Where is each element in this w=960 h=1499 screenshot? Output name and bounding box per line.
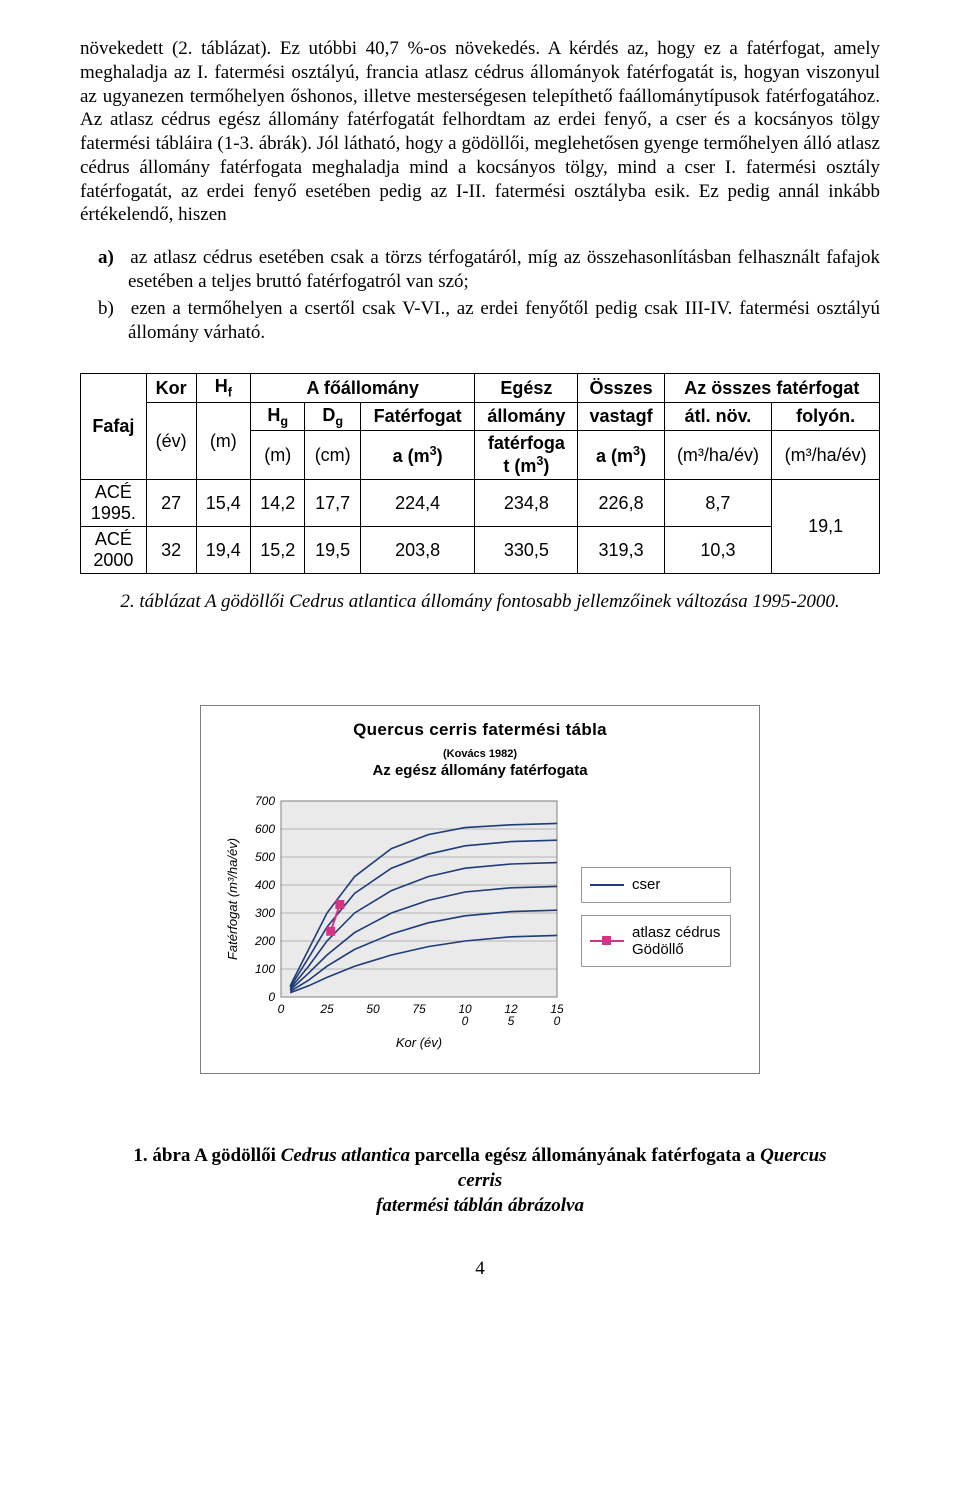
th-hg: Hg xyxy=(251,402,305,431)
fig-cap-it1: Cedrus atlantica xyxy=(281,1145,410,1166)
th-faterfogat: Fatérfogat xyxy=(360,402,474,431)
legend-cser: cser xyxy=(581,867,731,902)
th-egesz3: fatérfoga t (m3) xyxy=(475,431,578,480)
svg-text:300: 300 xyxy=(255,906,275,920)
th-osszes3: a (m3) xyxy=(578,431,664,480)
th-kor-unit: (év) xyxy=(146,402,196,480)
cell-fafaj: ACÉ2000 xyxy=(81,527,147,574)
body-paragraph: növekedett (2. táblázat). Ez utóbbi 40,7… xyxy=(80,37,880,227)
list-text-a: az atlasz cédrus esetében csak a törzs t… xyxy=(128,247,880,292)
th-foallomany: A főállomány xyxy=(251,374,475,403)
cell-egesz: 330,5 xyxy=(475,527,578,574)
th-fafaj: Fafaj xyxy=(81,374,147,480)
th-atlnov-unit: (m³/ha/év) xyxy=(664,431,772,480)
cell-fafaj: ACÉ1995. xyxy=(81,480,147,527)
cell-fat: 203,8 xyxy=(360,527,474,574)
table-row: ACÉ2000 32 19,4 15,2 19,5 203,8 330,5 31… xyxy=(81,527,880,574)
fig-cap-3: fatermési táblán ábrázolva xyxy=(376,1195,584,1216)
cell-hf: 19,4 xyxy=(196,527,250,574)
cell-dg: 17,7 xyxy=(305,480,360,527)
chart-svg: 01002003004005006007000255075100125150Ko… xyxy=(223,793,563,1053)
svg-text:600: 600 xyxy=(255,822,275,836)
svg-text:50: 50 xyxy=(366,1002,380,1016)
legend-label-atlasz-2: Gödöllő xyxy=(632,941,720,958)
cell-egesz: 234,8 xyxy=(475,480,578,527)
svg-text:5: 5 xyxy=(508,1014,515,1028)
svg-text:200: 200 xyxy=(254,934,275,948)
svg-text:700: 700 xyxy=(255,794,275,808)
th-hf-unit: (m) xyxy=(196,402,250,480)
th-fat-unit: a (m3) xyxy=(360,431,474,480)
list: a) az atlasz cédrus esetében csak a törz… xyxy=(80,246,880,345)
svg-text:0: 0 xyxy=(278,1002,285,1016)
list-label-a: a) xyxy=(98,246,124,270)
chart-subtitle-1: (Kovács 1982) xyxy=(223,748,737,760)
svg-text:0: 0 xyxy=(554,1014,561,1028)
page-number: 4 xyxy=(80,1258,880,1280)
th-hg-unit: (m) xyxy=(251,431,305,480)
cell-osszes: 319,3 xyxy=(578,527,664,574)
fig-cap-2: parcella egész állományának fatérfogata … xyxy=(410,1145,760,1166)
th-folyon: folyón. xyxy=(772,402,880,431)
list-label-b: b) xyxy=(98,297,124,321)
legend-scatter-icon xyxy=(590,935,624,947)
list-text-b: ezen a termőhelyen a csertől csak V-VI.,… xyxy=(128,298,880,343)
svg-text:Fatérfogat (m³/ha/év): Fatérfogat (m³/ha/év) xyxy=(225,838,240,960)
svg-text:Kor (év): Kor (év) xyxy=(396,1035,442,1050)
legend-label-atlasz-1: atlasz cédrus xyxy=(632,924,720,941)
chart-subtitle-2: Az egész állomány fatérfogata xyxy=(223,762,737,779)
cell-fat: 224,4 xyxy=(360,480,474,527)
th-dg-unit: (cm) xyxy=(305,431,360,480)
th-atlnov: átl. növ. xyxy=(664,402,772,431)
list-item-a: a) az atlasz cédrus esetében csak a törz… xyxy=(128,246,880,295)
cell-atl: 8,7 xyxy=(664,480,772,527)
cell-kor: 32 xyxy=(146,527,196,574)
svg-text:0: 0 xyxy=(268,990,275,1004)
table-caption: 2. táblázat A gödöllői Cedrus atlantica … xyxy=(120,590,840,615)
th-osszes2: vastagf xyxy=(578,402,664,431)
legend-atlasz: atlasz cédrus Gödöllő xyxy=(581,915,731,968)
legend-label-cser: cser xyxy=(632,876,660,893)
th-osszes: Összes xyxy=(578,374,664,403)
cell-folyon: 19,1 xyxy=(772,480,880,574)
legend-line-icon xyxy=(590,884,624,886)
list-item-b: b) ezen a termőhelyen a csertől csak V-V… xyxy=(128,297,880,346)
svg-text:25: 25 xyxy=(319,1002,334,1016)
data-table: Fafaj Kor Hf A főállomány Egész Összes A… xyxy=(80,373,880,574)
chart-title: Quercus cerris fatermési tábla xyxy=(223,720,737,740)
cell-dg: 19,5 xyxy=(305,527,360,574)
th-azosszes: Az összes fatérfogat xyxy=(664,374,879,403)
th-folyon-unit: (m³/ha/év) xyxy=(772,431,880,480)
svg-text:0: 0 xyxy=(462,1014,469,1028)
cell-hg: 15,2 xyxy=(251,527,305,574)
cell-kor: 27 xyxy=(146,480,196,527)
figure-caption: 1. ábra A gödöllői Cedrus atlantica parc… xyxy=(120,1144,840,1218)
cell-atl: 10,3 xyxy=(664,527,772,574)
th-egesz2: állomány xyxy=(475,402,578,431)
cell-osszes: 226,8 xyxy=(578,480,664,527)
table-row: ACÉ1995. 27 15,4 14,2 17,7 224,4 234,8 2… xyxy=(81,480,880,527)
chart-container: Quercus cerris fatermési tábla (Kovács 1… xyxy=(200,705,760,1074)
svg-text:75: 75 xyxy=(412,1002,426,1016)
chart-legend: cser atlasz cédrus Gödöllő xyxy=(581,867,731,979)
svg-text:500: 500 xyxy=(255,850,275,864)
cell-hg: 14,2 xyxy=(251,480,305,527)
th-hf: Hf xyxy=(196,374,250,403)
th-kor: Kor xyxy=(146,374,196,403)
th-dg: Dg xyxy=(305,402,360,431)
svg-text:400: 400 xyxy=(255,878,275,892)
th-egesz: Egész xyxy=(475,374,578,403)
fig-cap-1: 1. ábra A gödöllői xyxy=(133,1145,280,1166)
cell-hf: 15,4 xyxy=(196,480,250,527)
svg-text:100: 100 xyxy=(255,962,275,976)
